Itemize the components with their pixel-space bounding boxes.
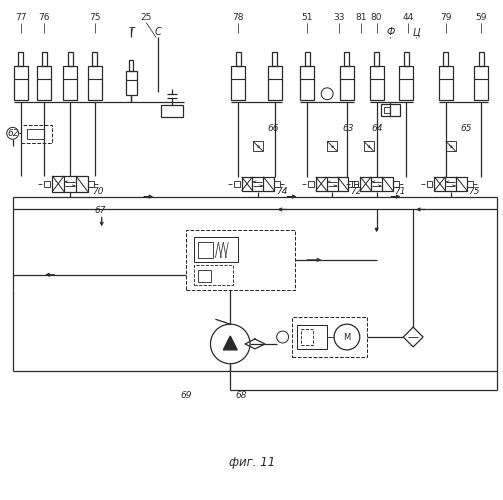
- Text: 75: 75: [89, 13, 101, 22]
- Bar: [305, 52, 310, 66]
- Text: 66: 66: [268, 124, 279, 134]
- Bar: [399, 66, 413, 100]
- Bar: [327, 141, 337, 151]
- Text: С: С: [155, 28, 161, 38]
- Bar: [37, 66, 51, 100]
- Text: 78: 78: [232, 13, 244, 22]
- Bar: [340, 66, 354, 100]
- Text: 59: 59: [476, 13, 487, 22]
- Bar: [301, 329, 313, 345]
- Bar: [435, 177, 467, 190]
- Bar: [18, 52, 23, 66]
- Bar: [316, 177, 349, 190]
- Bar: [345, 52, 350, 66]
- Text: Ф: Ф: [386, 28, 395, 38]
- Bar: [292, 317, 367, 357]
- Bar: [241, 177, 274, 190]
- Text: 51: 51: [302, 13, 313, 22]
- Bar: [404, 52, 409, 66]
- Bar: [194, 265, 233, 284]
- Text: 64: 64: [372, 124, 383, 134]
- Text: 63: 63: [342, 124, 354, 134]
- Text: Т: Т: [128, 28, 134, 38]
- Bar: [236, 52, 240, 66]
- Bar: [253, 141, 263, 151]
- Text: M: M: [344, 332, 351, 342]
- Bar: [67, 52, 72, 66]
- Text: Ц: Ц: [412, 28, 420, 38]
- Text: 70: 70: [92, 186, 103, 196]
- Bar: [234, 181, 239, 186]
- Bar: [268, 66, 282, 100]
- Bar: [88, 181, 94, 186]
- Bar: [297, 325, 327, 349]
- Bar: [186, 230, 295, 290]
- Bar: [349, 181, 354, 186]
- Bar: [474, 66, 488, 100]
- Bar: [14, 66, 28, 100]
- Bar: [52, 176, 88, 192]
- Bar: [308, 181, 314, 186]
- Bar: [194, 237, 238, 262]
- Bar: [88, 66, 102, 100]
- Bar: [374, 52, 379, 66]
- Text: 81: 81: [355, 13, 367, 22]
- Bar: [439, 66, 453, 100]
- Bar: [274, 181, 280, 186]
- Bar: [63, 66, 77, 100]
- Bar: [383, 106, 390, 112]
- Bar: [42, 52, 47, 66]
- Text: фиг. 11: фиг. 11: [229, 456, 275, 469]
- Bar: [479, 52, 484, 66]
- Bar: [231, 66, 245, 100]
- Bar: [129, 60, 133, 71]
- Text: 69: 69: [181, 392, 192, 400]
- Bar: [126, 71, 137, 94]
- Text: 44: 44: [402, 13, 414, 22]
- Bar: [198, 242, 213, 258]
- Text: 65: 65: [461, 124, 472, 134]
- Bar: [393, 181, 399, 186]
- Text: 68: 68: [235, 392, 246, 400]
- Text: 25: 25: [140, 13, 152, 22]
- Bar: [443, 52, 448, 66]
- Text: 67: 67: [95, 206, 106, 216]
- Bar: [27, 130, 44, 139]
- Bar: [364, 141, 374, 151]
- Bar: [370, 66, 383, 100]
- Bar: [44, 181, 50, 186]
- Text: 76: 76: [39, 13, 50, 22]
- Bar: [467, 181, 473, 186]
- Text: 71: 71: [394, 186, 406, 196]
- Bar: [360, 177, 393, 190]
- Bar: [92, 52, 97, 66]
- Text: 77: 77: [15, 13, 26, 22]
- Polygon shape: [223, 336, 237, 350]
- Bar: [161, 104, 183, 117]
- Text: 62: 62: [8, 130, 19, 138]
- Bar: [381, 104, 400, 116]
- Text: 79: 79: [440, 13, 452, 22]
- Bar: [21, 126, 52, 143]
- Text: 75: 75: [469, 186, 480, 196]
- Bar: [353, 181, 358, 186]
- Text: 33: 33: [333, 13, 345, 22]
- Bar: [272, 52, 277, 66]
- Bar: [446, 141, 456, 151]
- Text: 74: 74: [276, 186, 287, 196]
- Bar: [300, 66, 314, 100]
- Text: 72: 72: [350, 186, 361, 196]
- Text: 80: 80: [371, 13, 382, 22]
- Bar: [427, 181, 433, 186]
- Bar: [198, 270, 211, 281]
